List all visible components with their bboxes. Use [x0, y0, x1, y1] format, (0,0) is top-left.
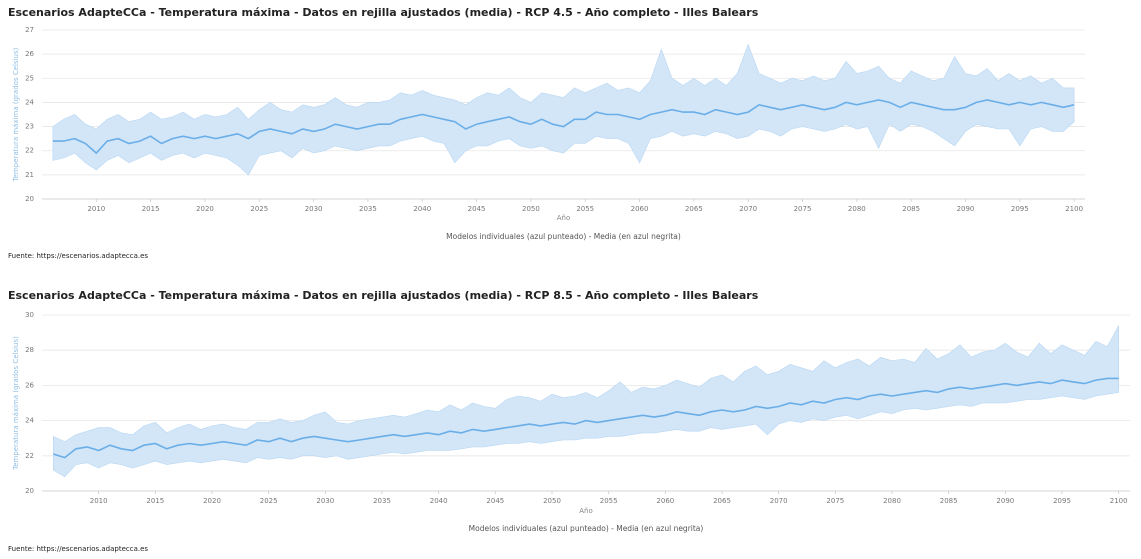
x-tick-label: 2065: [713, 497, 731, 505]
y-tick-label: 23: [25, 123, 34, 131]
y-axis-label: Temperatura máxima (grados Celsius): [12, 47, 20, 182]
x-tick-label: 2085: [940, 497, 958, 505]
x-tick-label: 2020: [196, 205, 214, 213]
x-tick-label: 2070: [739, 205, 757, 213]
x-tick-label: 2045: [486, 497, 504, 505]
mean-line: [52, 99, 1075, 155]
y-tick-label: 26: [25, 381, 34, 389]
x-tick-label: 2080: [883, 497, 901, 505]
mean-line: [53, 377, 1119, 459]
source: Fuente: https://escenarios.adaptecca.es: [8, 252, 148, 260]
y-tick-label: 25: [25, 74, 34, 82]
y-tick-label: 26: [25, 50, 34, 58]
x-tick-label: 2025: [250, 205, 268, 213]
x-tick-label: 2090: [996, 497, 1014, 505]
x-tick-label: 2030: [305, 205, 323, 213]
x-axis-label: Año: [557, 214, 571, 222]
y-tick-label: 30: [25, 311, 34, 319]
x-tick-label: 2030: [316, 497, 334, 505]
x-tick-label: 2095: [1053, 497, 1071, 505]
y-tick-label: 28: [25, 346, 34, 354]
x-tick-label: 2100: [1065, 205, 1083, 213]
x-tick-label: 2040: [430, 497, 448, 505]
x-tick-label: 2050: [543, 497, 561, 505]
y-tick-label: 20: [25, 487, 34, 495]
y-tick-label: 20: [25, 195, 34, 203]
chart: Escenarios AdapteCCa - Temperatura máxim…: [8, 289, 1130, 553]
x-tick-label: 2100: [1110, 497, 1128, 505]
x-tick-label: 2015: [146, 497, 164, 505]
x-tick-label: 2015: [142, 205, 160, 213]
x-tick-label: 2055: [576, 205, 594, 213]
x-tick-label: 2065: [685, 205, 703, 213]
y-tick-label: 24: [25, 98, 34, 106]
y-tick-label: 21: [25, 171, 34, 179]
x-tick-label: 2060: [631, 205, 649, 213]
chart-title: Escenarios AdapteCCa - Temperatura máxim…: [8, 289, 759, 302]
model-band: [53, 325, 1119, 478]
y-tick-label: 22: [25, 147, 34, 155]
x-axis-label: Año: [579, 507, 593, 515]
x-tick-label: 2045: [468, 205, 486, 213]
y-tick-label: 22: [25, 452, 34, 460]
x-tick-label: 2095: [1011, 205, 1029, 213]
x-tick-label: 2080: [848, 205, 866, 213]
x-tick-label: 2050: [522, 205, 540, 213]
x-tick-label: 2025: [260, 497, 278, 505]
x-tick-label: 2035: [373, 497, 391, 505]
x-tick-label: 2035: [359, 205, 377, 213]
x-tick-label: 2040: [413, 205, 431, 213]
y-tick-label: 27: [25, 26, 34, 34]
caption: Modelos individuales (azul punteado) - M…: [469, 524, 704, 533]
x-tick-label: 2090: [957, 205, 975, 213]
x-tick-label: 2075: [794, 205, 812, 213]
x-tick-label: 2075: [826, 497, 844, 505]
model-band: [52, 43, 1075, 176]
x-tick-label: 2085: [902, 205, 920, 213]
x-tick-label: 2060: [656, 497, 674, 505]
y-axis-label: Temperatura máxima (grados Celsius): [12, 336, 20, 471]
chart-title: Escenarios AdapteCCa - Temperatura máxim…: [8, 6, 759, 19]
x-tick-label: 2070: [770, 497, 788, 505]
caption: Modelos individuales (azul punteado) - M…: [446, 232, 681, 241]
source: Fuente: https://escenarios.adaptecca.es: [8, 545, 148, 553]
x-tick-label: 2055: [600, 497, 618, 505]
x-tick-label: 2020: [203, 497, 221, 505]
x-tick-label: 2010: [90, 497, 108, 505]
chart: Escenarios AdapteCCa - Temperatura máxim…: [8, 6, 1085, 260]
x-tick-label: 2010: [87, 205, 105, 213]
y-tick-label: 24: [25, 417, 34, 425]
